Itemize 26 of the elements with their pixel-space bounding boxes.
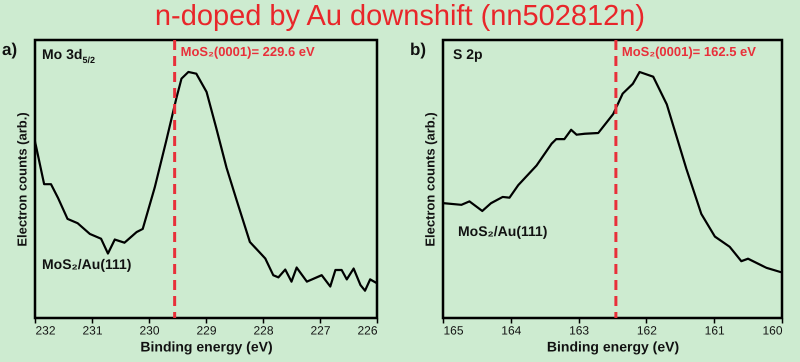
annotation: MoS₂/Au(111): [42, 256, 132, 272]
x-tick-label: 162: [636, 324, 658, 338]
text: n-doped by Au downshift (nn502812n): [154, 0, 646, 33]
text: b): [410, 40, 426, 60]
ref-line-label: MoS₂(0001)= 229.6 eV: [180, 44, 316, 59]
annotation: MoS₂/Au(111): [458, 223, 548, 239]
x-tick-label: 228: [253, 324, 274, 338]
x-tick-label: 161: [704, 324, 726, 338]
x-tick-label: 165: [444, 324, 464, 338]
x-tick-label: 226: [357, 324, 378, 338]
x-tick-label: 163: [569, 324, 590, 338]
x-axis-title: Binding energy (eV): [140, 338, 273, 354]
x-tick-label: 160: [762, 324, 783, 338]
y-axis-title: Electron counts (arb.): [14, 112, 30, 247]
x-tick-label: 231: [82, 324, 103, 338]
text: Mo 3d$_{5/2}$: [42, 46, 95, 65]
y-axis-title: Electron counts (arb.): [422, 112, 438, 247]
x-tick-label: 230: [139, 324, 160, 338]
ref-line-label: MoS₂(0001)= 162.5 eV: [622, 44, 756, 59]
text: S 2p: [453, 46, 483, 62]
x-tick-label: 227: [310, 324, 331, 338]
x-tick-label: 232: [36, 324, 56, 338]
x-axis-title: Binding energy (eV): [546, 338, 680, 354]
x-tick-label: 164: [501, 324, 522, 338]
x-tick-label: 229: [196, 324, 217, 338]
text: a): [2, 40, 18, 60]
